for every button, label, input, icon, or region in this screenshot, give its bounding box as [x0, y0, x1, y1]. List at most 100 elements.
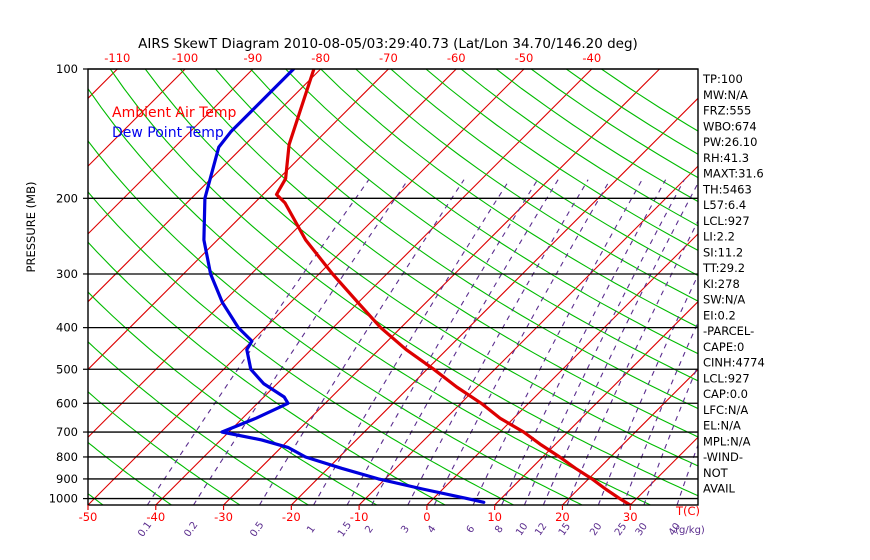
bottom-axis-tick: -30	[214, 510, 233, 524]
dry-adiabat-line	[88, 140, 583, 505]
mixing-ratio-line	[472, 179, 643, 505]
panel-item: SW:N/A	[703, 293, 745, 307]
mixing-ratio-tick: 2	[363, 524, 376, 536]
panel-item: KI:278	[703, 277, 740, 291]
panel-item: L57:6.4	[703, 198, 746, 212]
panel-item: LCL:927	[703, 214, 750, 228]
panel-item: -PARCEL-	[703, 324, 754, 338]
pressure-tick: 400	[56, 321, 78, 335]
pressure-tick: 800	[56, 450, 78, 464]
dry-adiabat-line	[214, 69, 698, 410]
bottom-axis-tick: -40	[146, 510, 165, 524]
dry-adiabat-line	[144, 69, 698, 467]
dry-adiabat-line	[109, 69, 698, 497]
dry-adiabat-line	[88, 241, 446, 505]
bottom-axis-tick: 10	[487, 510, 502, 524]
panel-item: CAPE:0	[703, 340, 744, 354]
dry-adiabat-line	[88, 191, 514, 505]
pressure-tick: 500	[56, 362, 78, 376]
top-axis-tick: -100	[172, 51, 198, 65]
dry-adiabat-line	[88, 341, 309, 505]
dry-adiabat-line	[354, 69, 698, 302]
page-title: AIRS SkewT Diagram 2010-08-05/03:29:40.7…	[138, 36, 638, 52]
panel-item: NOT	[703, 466, 729, 480]
dry-adiabat-line	[88, 391, 241, 505]
mixing-ratio-line	[193, 179, 409, 505]
y-axis-title: PRESSURE (MB)	[24, 182, 38, 273]
panel-item: WBO:674	[703, 119, 757, 133]
mixing-ratio-tick: 20	[588, 521, 604, 538]
panel-item: EL:N/A	[703, 419, 741, 433]
pressure-axis: 100 200 300 400 500 600 700 800 900 1000 PRESSURE …	[24, 62, 88, 506]
panel-item: PW:26.10	[703, 135, 757, 149]
bottom-axis-tick: -50	[79, 510, 98, 524]
panel-item: TH:5463	[702, 182, 752, 196]
mixing-ratio-line	[407, 179, 589, 505]
dry-adiabat-line	[319, 69, 698, 328]
plot-frame	[87, 68, 699, 506]
panel-item: LFC:N/A	[703, 403, 748, 417]
panel-item: CAP:0.0	[703, 387, 748, 401]
top-axis-tick: -60	[447, 51, 466, 65]
top-axis-tick: -110	[104, 51, 130, 65]
bottom-axis-tick: 0	[423, 510, 430, 524]
dewpoint-curve	[202, 69, 486, 504]
panel-item: FRZ:555	[703, 104, 751, 118]
dry-adiabat-line	[495, 69, 698, 203]
mixing-ratio-tick: 10	[514, 521, 530, 538]
pressure-tick: 1000	[49, 492, 78, 506]
panel-item: -WIND-	[703, 450, 743, 464]
mixing-ratio-tick: 4	[426, 524, 439, 536]
mixing-ratio-line	[523, 179, 685, 505]
pressure-tick: 600	[56, 396, 78, 410]
panel-item: LCL:927	[703, 371, 750, 385]
dry-adiabat-line	[88, 441, 172, 505]
bottom-axis-tick: 20	[555, 510, 570, 524]
panel-item: LI:2.2	[703, 230, 735, 244]
dry-adiabat-line	[0, 67, 35, 505]
panel-item: MW:N/A	[703, 88, 748, 102]
dry-adiabat-line	[88, 291, 377, 505]
dry-adiabat-line	[249, 69, 698, 382]
dry-adiabat-line	[390, 69, 698, 277]
sounding-curves	[202, 69, 632, 505]
panel-item: MPL:N/A	[703, 434, 751, 448]
pressure-tick: 100	[56, 62, 78, 76]
mixing-ratio-line	[346, 179, 539, 505]
isotherm-line	[88, 69, 322, 303]
top-axis-tick: -90	[243, 51, 262, 65]
dry-adiabat-line	[284, 69, 698, 355]
mixing-ratio-line	[259, 179, 465, 505]
panel-item: AVAIL	[703, 482, 736, 496]
panel-item: TT:29.2	[702, 261, 745, 275]
mixing-ratio-tick: 6	[465, 524, 478, 536]
dry-adiabat-line	[425, 69, 698, 252]
pressure-tick: 200	[56, 191, 78, 205]
panel-item: MAXT:31.6	[703, 167, 764, 181]
bottom-axis-tick: -20	[282, 510, 301, 524]
isotherm-line	[0, 69, 50, 505]
isotherm-line	[88, 69, 389, 371]
isotherm-line	[88, 69, 186, 167]
isotherm-line	[88, 69, 118, 100]
top-axis-tick: -80	[311, 51, 330, 65]
mixing-ratio-tick: 1	[305, 524, 318, 536]
top-axis-tick: -50	[515, 51, 534, 65]
isotherm-line	[494, 300, 698, 505]
mixing-ratio-line	[371, 179, 559, 505]
mixing-ratio-line	[313, 179, 510, 505]
temperature-curve	[274, 69, 632, 505]
legend-dew-point-temp: Dew Point Temp	[112, 125, 224, 141]
top-axis-tick: -40	[582, 51, 601, 65]
legend-ambient-air-temp: Ambient Air Temp	[112, 105, 237, 121]
panel-item: EI:0.2	[703, 308, 736, 322]
panel-item: RH:41.3	[703, 151, 749, 165]
isotherm-line	[88, 69, 254, 235]
mixing-ratio-tick: 0.5	[248, 520, 266, 539]
mixing-ratio-group	[146, 179, 698, 505]
x-axis-title: T(C)	[675, 504, 700, 518]
top-axis-tick: -70	[379, 51, 398, 65]
pressure-tick: 900	[56, 472, 78, 486]
